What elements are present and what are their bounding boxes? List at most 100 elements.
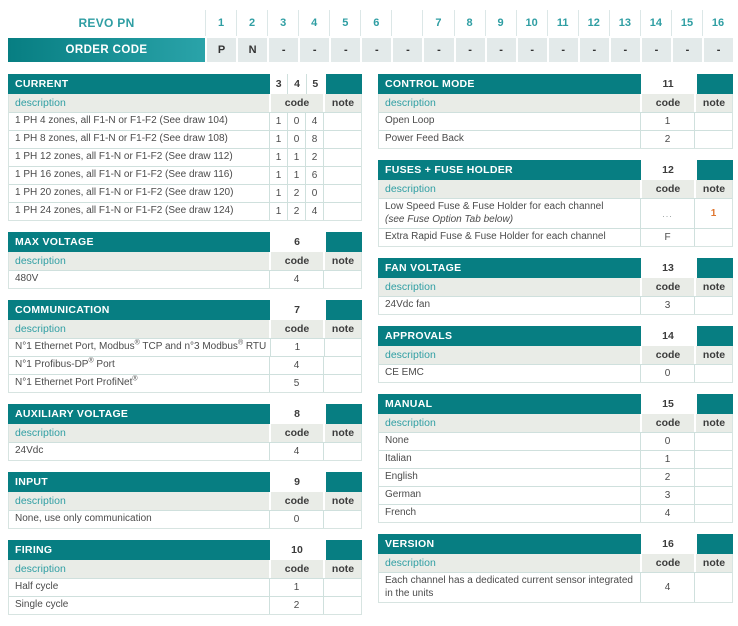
table-row: German 3 [379,486,732,504]
description-column-header: description [385,349,436,361]
row-description: 1 PH 8 zones, all F1-N or F1-F2 (See dra… [9,131,269,148]
section-body: description code note None, use only commun… [8,492,362,529]
row-description: 1 PH 12 zones, all F1-N or F1-F2 (See dr… [9,149,269,166]
row-description-text: Low Speed Fuse & Fuse Holder for each ch… [385,201,604,212]
row-description-text: N°1 Ethernet Port, Modbus® TCP and n°3 M… [15,339,267,353]
row-note [694,573,732,602]
section-body: description code note N°1 Ethernet Port, Mo… [8,320,362,393]
row-note [323,597,361,614]
row-note [694,505,732,522]
section-current: CURRENT 3 4 5 description code note 1 PH 4 zone… [8,74,362,221]
row-description: N°1 Ethernet Port ProfiNet® [9,375,269,392]
description-column-header: description [385,97,436,109]
row-description-text: 1 PH 12 zones, all F1-N or F1-F2 (See dr… [15,151,233,163]
position-cell: 6 [270,232,324,252]
note-column-header: note [323,560,361,578]
row-description: 1 PH 4 zones, all F1-N or F1-F2 (See dra… [9,113,269,130]
row-description: Italian [379,451,640,468]
left-column: CURRENT 3 4 5 description code note 1 PH 4 zone… [8,74,362,626]
row-note [323,203,361,220]
table-row: 24Vdc fan 3 [379,296,732,314]
order-code-value: - [641,38,671,62]
code-digit: 4 [305,203,323,220]
row-code: ... [640,199,694,228]
table-row: 1 PH 8 zones, all F1-N or F1-F2 (See dra… [9,130,361,148]
section-header-bar: FUSES + FUSE HOLDER 12 [378,160,733,180]
code-column-header: code [640,414,694,432]
section-title: MAX VOLTAGE [8,232,270,252]
code-digit: 2 [287,185,305,202]
section-approvals: APPROVALS 14 description code note CE EMC 0 [378,326,733,383]
row-code: 4 [269,271,323,288]
row-note [323,167,361,184]
code-digit: 1 [275,206,282,217]
section-header-bar: COMMUNICATION 7 [8,300,362,320]
code-digit: 1 [287,149,305,166]
section-body: description code note 1 PH 4 zones, all F1-… [8,94,362,221]
position-number: 16 [702,10,733,36]
note-header-spacer [324,232,362,252]
row-note [323,579,361,596]
row-note [694,469,732,486]
note-column-header: note [323,252,361,270]
code-digit: 1 [275,188,282,199]
row-description-text: German [385,489,422,501]
position-number: 4 [298,10,329,36]
row-code: 1 [640,113,694,130]
row-description-text: Italian [385,453,412,465]
note-column-header: note [323,320,361,338]
row-description: CE EMC [379,365,640,382]
section-communication: COMMUNICATION 7 description code note N°1 Eth… [8,300,362,393]
position-cells: 13 [641,258,695,278]
row-description: Power Feed Back [379,131,640,148]
row-note [323,185,361,202]
row-description: 1 PH 20 zones, all F1-N or F1-F2 (See dr… [9,185,269,202]
position-number-row: REVO PN 1 2 3 4 5 6 7 8 9 10 11 12 13 14 15 16 [8,10,733,36]
code-digit: 0 [287,113,305,130]
note-header-spacer [695,394,733,414]
row-note: 1 [694,199,732,228]
table-row: N°1 Profibus-DP® Port 4 [9,356,361,374]
section-header-bar: MANUAL 15 [378,394,733,414]
table-row: Open Loop 1 [379,112,732,130]
section-header-bar: INPUT 9 [8,472,362,492]
column-header-row: description code note [9,424,361,442]
row-description-text: 24Vdc fan [385,299,431,311]
description-column-header: description [15,255,66,267]
note-column-header: note [323,492,361,510]
position-number: 12 [577,10,609,36]
position-number [391,10,422,36]
order-code-value: - [269,38,299,62]
row-description: Half cycle [9,579,269,596]
code-column-header: code [269,94,323,112]
position-cell: 4 [287,74,306,94]
section-title: COMMUNICATION [8,300,270,320]
section-input: INPUT 9 description code note None, use only … [8,472,362,529]
order-code-value: - [486,38,516,62]
position-cell: 16 [641,534,695,554]
order-code-value: - [455,38,485,62]
row-note [323,511,361,528]
row-description-text: Open Loop [385,115,435,127]
note-header-spacer [695,326,733,346]
code-digit: 1 [275,170,282,181]
order-code-value: - [610,38,640,62]
section-manual: MANUAL 15 description code note None 0 Italian 1… [378,394,733,523]
row-description: 480V [9,271,269,288]
position-number: 3 [267,10,298,36]
row-note [694,297,732,314]
row-note [694,487,732,504]
table-row: 24Vdc 4 [9,442,361,460]
row-description: English [379,469,640,486]
position-cells: 8 [270,404,324,424]
row-code: 4 [640,505,694,522]
order-code-value: P [207,38,237,62]
order-code-value: - [362,38,392,62]
position-number: 10 [515,10,547,36]
code-digit: 4 [305,113,323,130]
row-code: 2 [640,131,694,148]
row-description: N°1 Profibus-DP® Port [9,357,269,374]
